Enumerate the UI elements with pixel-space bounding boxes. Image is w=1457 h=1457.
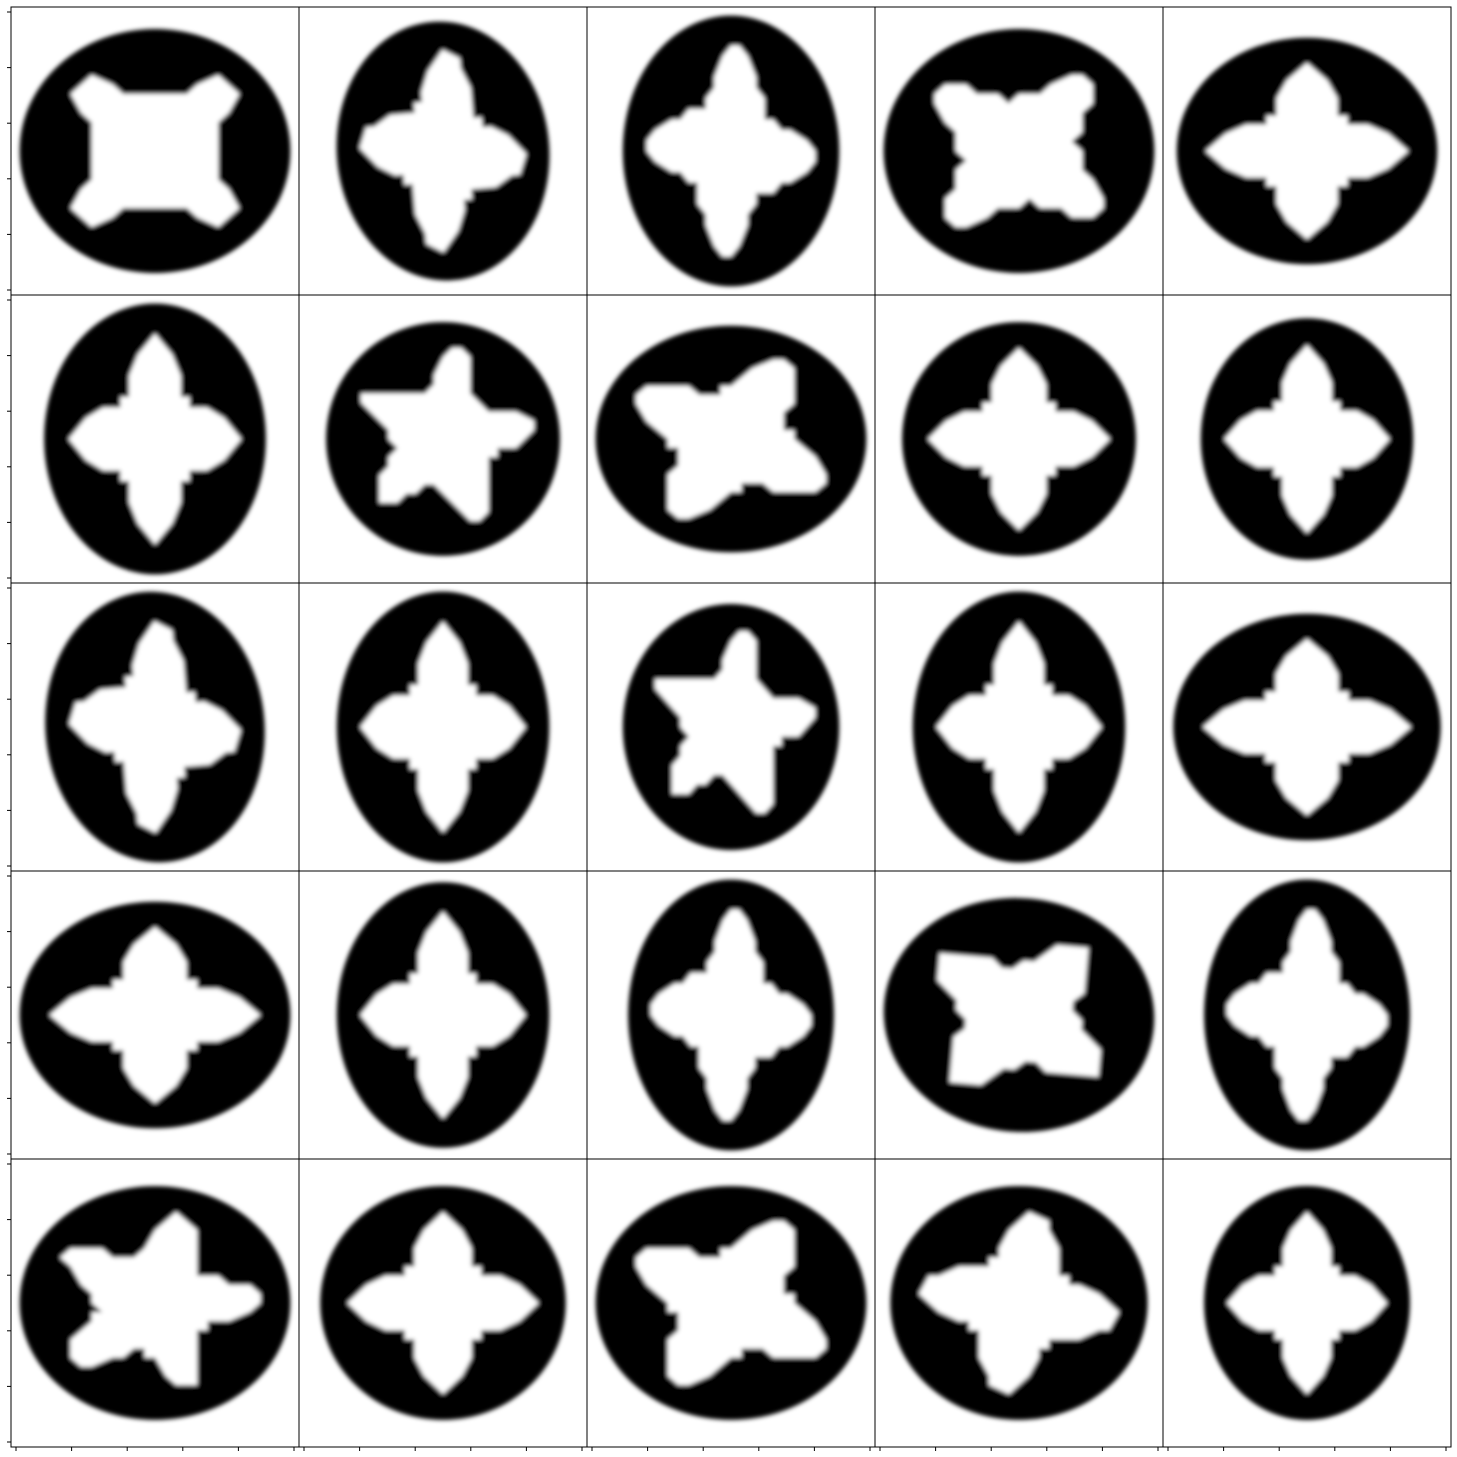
ring-shape — [883, 897, 1155, 1133]
star-hole — [69, 621, 241, 833]
star-hole — [927, 347, 1111, 531]
star-hole — [360, 911, 526, 1119]
ring-shape — [1204, 1186, 1410, 1420]
sample-cell — [1163, 871, 1451, 1159]
star-hole — [70, 74, 240, 228]
star-hole — [49, 926, 261, 1104]
star-hole — [360, 621, 526, 833]
star-hole — [68, 333, 242, 545]
sample-cell — [875, 1159, 1163, 1447]
sample-cell — [11, 295, 299, 583]
sample-cell — [1163, 1159, 1451, 1447]
ring-shape — [336, 882, 550, 1148]
sample-cell — [587, 7, 875, 295]
star-hole — [1226, 1211, 1388, 1395]
star-hole — [936, 621, 1102, 833]
sample-cell — [299, 7, 587, 295]
star-hole — [937, 945, 1101, 1085]
sample-cell — [299, 871, 587, 1159]
ring-shape — [890, 1186, 1148, 1420]
sample-cell — [1163, 583, 1451, 871]
sample-cell — [587, 1159, 875, 1447]
sample-cell — [875, 583, 1163, 871]
star-hole — [635, 1220, 827, 1386]
ring-shape — [19, 901, 291, 1129]
star-hole — [359, 49, 527, 253]
sample-cell — [299, 295, 587, 583]
ring-shape — [1176, 37, 1438, 265]
star-hole — [650, 909, 812, 1121]
star-hole — [360, 347, 535, 522]
star-hole — [1224, 344, 1390, 534]
sample-cell — [299, 583, 587, 871]
sample-cell — [875, 7, 1163, 295]
ring-shape — [336, 591, 550, 863]
sample-cell — [587, 583, 875, 871]
star-hole — [918, 1211, 1120, 1395]
ring-shape — [326, 322, 560, 556]
ring-shape — [912, 591, 1126, 863]
sample-cell — [875, 871, 1163, 1159]
star-hole — [347, 1211, 539, 1395]
sample-frame — [1162, 1158, 1452, 1448]
sample-cell — [1163, 295, 1451, 583]
ring-shape — [336, 21, 550, 281]
sample-cell — [11, 583, 299, 871]
star-hole — [934, 74, 1104, 228]
ring-shape — [595, 1186, 867, 1420]
star-hole — [646, 45, 816, 257]
sample-cell — [11, 871, 299, 1159]
ring-shape — [19, 28, 291, 274]
sample-cell — [299, 1159, 587, 1447]
sample-cell — [11, 7, 299, 295]
star-hole — [635, 359, 827, 519]
star-hole — [1202, 638, 1412, 816]
sample-cell — [875, 295, 1163, 583]
ring-shape — [19, 1186, 291, 1420]
ring-shape — [1200, 318, 1414, 560]
ring-shape — [628, 879, 834, 1151]
ring-shape — [883, 28, 1155, 274]
sample-cell — [587, 295, 875, 583]
ring-shape — [902, 322, 1136, 556]
ring-shape — [44, 303, 266, 575]
star-hole — [1205, 62, 1409, 240]
sample-cell — [1163, 7, 1451, 295]
ring-shape — [1173, 613, 1441, 841]
star-hole — [655, 631, 816, 814]
ring-shape — [320, 1186, 566, 1420]
ring-shape — [622, 604, 840, 850]
ring-shape — [622, 15, 840, 287]
sample-cell — [587, 871, 875, 1159]
ring-shape — [595, 325, 867, 553]
ring-shape — [1204, 879, 1410, 1151]
ring-shape — [45, 591, 265, 863]
sample-cell — [11, 1159, 299, 1447]
star-hole — [1226, 909, 1388, 1121]
